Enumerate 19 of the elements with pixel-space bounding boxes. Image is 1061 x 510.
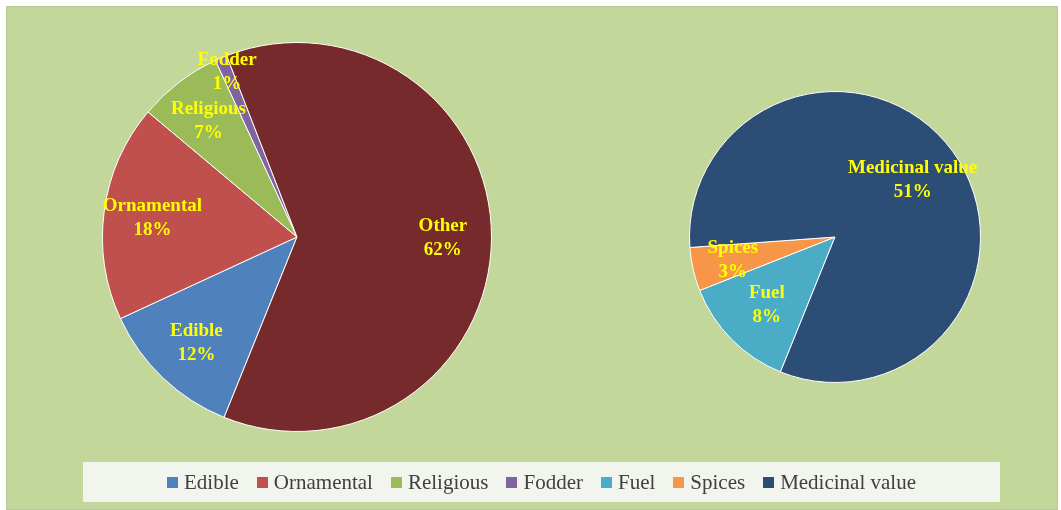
data-label: 62% [423, 237, 462, 259]
legend-label: Edible [183, 469, 239, 495]
legend-label: Spices [690, 469, 746, 495]
text: Other [418, 213, 468, 235]
data-label: 18% [133, 217, 172, 239]
legend-label: Medicinal value [780, 469, 916, 495]
legend-label: Ornamental [273, 469, 373, 495]
slice-label: Fodder [197, 48, 258, 70]
data-label: 51% [893, 180, 932, 202]
data-label: 3% [718, 260, 748, 282]
data-label: 12% [177, 342, 216, 364]
data-label: 8% [752, 304, 782, 326]
slice-label: Edible [170, 318, 223, 340]
legend-label: Fodder [523, 469, 583, 495]
data-label: 1% [212, 72, 242, 94]
slice-label: Fuel [748, 280, 785, 302]
legend-label: Religious [407, 469, 489, 495]
legend-label: Fuel [617, 469, 656, 495]
data-label: 7% [194, 121, 223, 143]
